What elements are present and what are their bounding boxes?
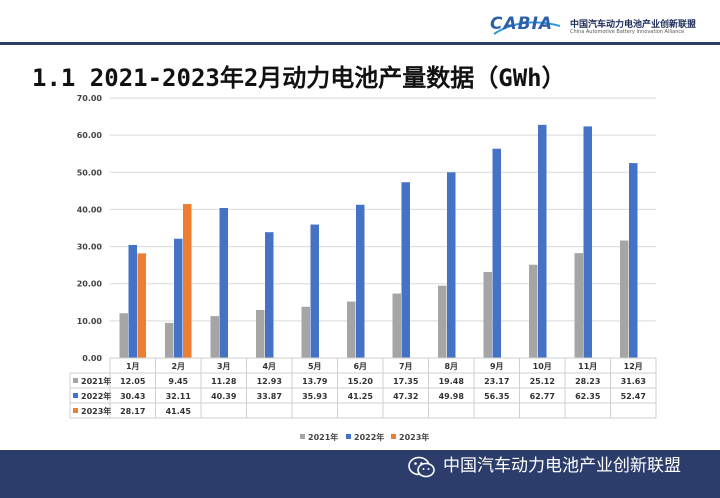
x-category-label: 9月 bbox=[490, 362, 504, 371]
header-rule bbox=[0, 42, 720, 45]
data-value-label: 52.47 bbox=[621, 392, 646, 401]
logo-mark: CABIA bbox=[490, 14, 554, 34]
data-value-label: 35.93 bbox=[302, 392, 327, 401]
alliance-logo: CABIA 中国汽车动力电池产业创新联盟 China Automotive Ba… bbox=[490, 14, 715, 38]
bar-2021年-10月 bbox=[529, 264, 538, 358]
data-value-label: 11.28 bbox=[211, 377, 237, 386]
legend-label-2021年: 2021年 bbox=[308, 432, 338, 442]
y-tick-label: 10.00 bbox=[77, 317, 103, 326]
data-value-label: 9.45 bbox=[168, 377, 188, 386]
bar-2022年-9月 bbox=[492, 148, 501, 358]
table-series-label: 2022年 bbox=[81, 391, 111, 401]
data-value-label: 56.35 bbox=[484, 392, 510, 401]
x-category-label: 10月 bbox=[533, 362, 552, 371]
bar-2022年-1月 bbox=[128, 244, 137, 358]
bar-2023年-2月 bbox=[183, 204, 192, 358]
data-value-label: 13.79 bbox=[302, 377, 328, 386]
y-tick-label: 70.00 bbox=[77, 94, 103, 103]
data-value-label: 28.23 bbox=[575, 377, 600, 386]
data-value-label: 28.17 bbox=[120, 407, 145, 416]
bar-2021年-2月 bbox=[165, 322, 174, 358]
data-value-label: 62.77 bbox=[530, 392, 555, 401]
data-value-label: 41.25 bbox=[348, 392, 374, 401]
logo-chinese-name: 中国汽车动力电池产业创新联盟 bbox=[570, 20, 697, 30]
bar-2021年-6月 bbox=[347, 301, 356, 358]
bar-2021年-11月 bbox=[574, 253, 583, 358]
x-category-label: 2月 bbox=[171, 362, 185, 371]
data-value-label: 23.17 bbox=[484, 377, 509, 386]
data-value-label: 12.93 bbox=[257, 377, 282, 386]
y-tick-label: 0.00 bbox=[82, 354, 102, 363]
y-tick-label: 50.00 bbox=[77, 168, 103, 177]
data-value-label: 25.12 bbox=[530, 377, 555, 386]
production-chart: 0.00 10.00 20.00 30.00 40.00 50.00 60.00 70.00 1… bbox=[69, 94, 657, 442]
bar-2023年-1月 bbox=[137, 253, 146, 358]
bar-2021年-3月 bbox=[210, 316, 219, 358]
table-legend-key bbox=[73, 408, 78, 413]
bar-2022年-2月 bbox=[174, 238, 183, 358]
bar-2021年-12月 bbox=[620, 240, 629, 358]
bar-2021年-8月 bbox=[438, 285, 447, 358]
bar-2022年-4月 bbox=[265, 232, 274, 358]
x-category-label: 3月 bbox=[217, 362, 231, 371]
x-category-label: 12月 bbox=[624, 362, 643, 371]
data-value-label: 62.35 bbox=[575, 392, 601, 401]
bar-2021年-7月 bbox=[392, 293, 401, 358]
x-category-label: 8月 bbox=[444, 362, 458, 371]
bar-2021年-5月 bbox=[301, 306, 310, 358]
logo-english-name: China Automotive Battery Innovation Alli… bbox=[570, 29, 685, 35]
data-value-label: 32.11 bbox=[166, 392, 192, 401]
data-value-label: 47.32 bbox=[393, 392, 418, 401]
legend-key-2022年 bbox=[346, 434, 351, 439]
data-value-label: 33.87 bbox=[257, 392, 282, 401]
legend-label-2022年: 2022年 bbox=[354, 432, 384, 442]
x-category-label: 1月 bbox=[126, 362, 140, 371]
y-tick-label: 20.00 bbox=[77, 280, 103, 289]
data-value-label: 31.63 bbox=[621, 377, 646, 386]
x-category-label: 6月 bbox=[353, 362, 367, 371]
bar-2022年-12月 bbox=[629, 163, 638, 358]
bar-2021年-9月 bbox=[483, 271, 492, 358]
data-value-label: 49.98 bbox=[439, 392, 465, 401]
table-series-label: 2021年 bbox=[81, 376, 111, 386]
data-value-label: 40.39 bbox=[211, 392, 237, 401]
data-value-label: 12.05 bbox=[120, 377, 146, 386]
logo-swoosh-icon bbox=[493, 21, 561, 35]
legend-key-2021年 bbox=[300, 434, 305, 439]
y-tick-label: 60.00 bbox=[77, 131, 103, 140]
bar-2022年-6月 bbox=[356, 204, 365, 358]
bar-2022年-3月 bbox=[219, 207, 228, 358]
data-value-label: 41.45 bbox=[166, 407, 192, 416]
table-legend-key bbox=[73, 378, 78, 383]
legend-label-2023年: 2023年 bbox=[399, 432, 429, 442]
bar-2022年-5月 bbox=[310, 224, 319, 358]
footer-bar bbox=[0, 450, 720, 498]
bar-2022年-10月 bbox=[538, 124, 547, 359]
bar-2022年-8月 bbox=[447, 172, 456, 358]
slide-title: 1.1 2021-2023年2月动力电池产量数据（GWh） bbox=[32, 64, 566, 92]
bar-2022年-11月 bbox=[583, 126, 592, 359]
footer-brand-text: 中国汽车动力电池产业创新联盟 bbox=[443, 456, 681, 476]
data-value-label: 19.48 bbox=[439, 377, 465, 386]
data-value-label: 30.43 bbox=[120, 392, 145, 401]
bar-2022年-7月 bbox=[401, 182, 410, 358]
x-category-label: 7月 bbox=[399, 362, 413, 371]
y-tick-label: 30.00 bbox=[77, 243, 103, 252]
wechat-icon bbox=[408, 456, 435, 478]
data-value-label: 17.35 bbox=[393, 377, 419, 386]
bar-2021年-4月 bbox=[256, 309, 265, 358]
bar-2021年-1月 bbox=[119, 313, 128, 358]
legend-key-2023年 bbox=[391, 434, 396, 439]
x-category-label: 5月 bbox=[308, 362, 322, 371]
table-series-label: 2023年 bbox=[81, 406, 111, 416]
x-category-label: 4月 bbox=[262, 362, 276, 371]
data-value-label: 15.20 bbox=[348, 377, 374, 386]
x-category-label: 11月 bbox=[578, 362, 597, 371]
y-tick-label: 40.00 bbox=[77, 205, 103, 214]
table-legend-key bbox=[73, 393, 78, 398]
